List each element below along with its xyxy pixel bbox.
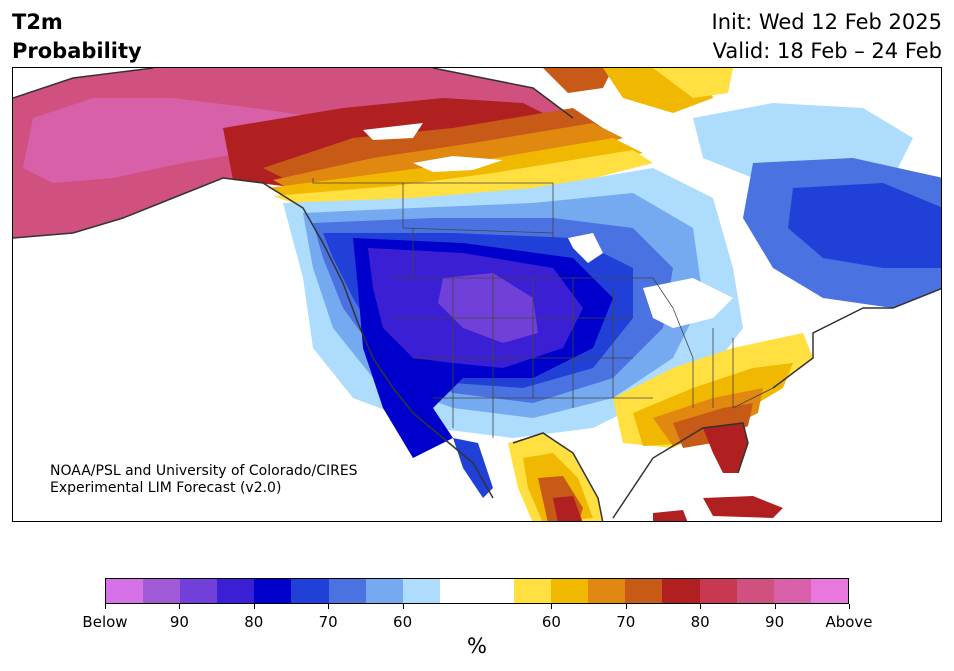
great-bear-lake: [413, 156, 503, 172]
colorbar-bin: [402, 579, 440, 603]
colorbar-bin: [143, 579, 181, 603]
cuba-red: [703, 496, 783, 518]
colorbar-tick-mark: [253, 604, 255, 609]
southeast-orange: [673, 403, 753, 448]
greenland-yellow-blob: [653, 68, 733, 98]
colorbar-tick-label: 90: [169, 613, 189, 631]
colorbar-bin: [106, 579, 144, 603]
colorbar-bin: [180, 579, 218, 603]
mexico-red: [553, 496, 583, 521]
colorbar-tick-label: 70: [318, 613, 338, 631]
colorbar-bin: [365, 579, 403, 603]
labrador-deep-blue: [788, 183, 941, 268]
date-block: Init: Wed 12 Feb 2025 Valid: 18 Feb – 24…: [712, 8, 942, 66]
colorbar-bin: [217, 579, 255, 603]
colorbar-bin: [625, 579, 663, 603]
arctic-orange-blob: [543, 68, 613, 93]
map-canvas: [13, 68, 941, 521]
credit-line-2: Experimental LIM Forecast (v2.0): [50, 480, 282, 496]
great-lakes: [643, 278, 733, 328]
colorbar-bin: [736, 579, 774, 603]
colorbar-bin: [514, 579, 552, 603]
lake-winnipeg: [568, 233, 603, 263]
colorbar-tick-label: 60: [541, 613, 561, 631]
title-type: Probability: [12, 39, 142, 63]
baja-blue: [453, 438, 493, 498]
colorbar-bin: [254, 579, 292, 603]
credit-line-1: NOAA/PSL and University of Colorado/CIRE…: [50, 463, 358, 479]
colorbar-bin: [439, 579, 477, 603]
colorbar-bin: [662, 579, 700, 603]
hispaniola-red: [653, 510, 688, 521]
colorbar-tick-mark: [849, 604, 850, 609]
title-variable: T2m: [12, 10, 63, 34]
colorbar-bin: [551, 579, 589, 603]
florida-red: [703, 423, 748, 473]
colorbar-tick-label: Below: [82, 613, 128, 631]
init-date: Init: Wed 12 Feb 2025: [711, 10, 942, 34]
canada-lightyellow-band: [273, 150, 653, 210]
colorbar-legend: [105, 578, 849, 604]
title-block: T2m Probability: [12, 8, 142, 66]
colorbar-tick-mark: [774, 604, 776, 609]
colorbar-bin: [328, 579, 366, 603]
colorbar-tick-label: 70: [616, 613, 636, 631]
colorbar-tick-mark: [402, 604, 404, 609]
great-slave-lake: [363, 123, 423, 140]
colorbar-bin: [588, 579, 626, 603]
colorbar-tick-label: 80: [690, 613, 710, 631]
colorbar-tick-label: Above: [825, 613, 873, 631]
colorbar-tick-mark: [105, 604, 106, 609]
colorbar-tick-mark: [551, 604, 553, 609]
colorbar-bin: [773, 579, 811, 603]
colorbar-tick-mark: [700, 604, 702, 609]
colorbar-bin: [810, 579, 848, 603]
colorbar-bin: [476, 579, 515, 603]
colorbar-tick-mark: [328, 604, 330, 609]
colorbar-tick-label: 90: [765, 613, 785, 631]
colorbar-bin: [291, 579, 329, 603]
colorbar-tick-label: 60: [393, 613, 413, 631]
coastline: [13, 68, 941, 521]
colorbar-tick-mark: [625, 604, 627, 609]
valid-period: Valid: 18 Feb – 24 Feb: [712, 39, 942, 63]
alaska-high-zone: [23, 98, 323, 183]
colorbar-tick-mark: [179, 604, 181, 609]
colorbar-unit: %: [467, 634, 487, 658]
colorbar-bin: [699, 579, 737, 603]
forecast-map: NOAA/PSL and University of Colorado/CIRE…: [12, 67, 942, 522]
rockies-purple: [438, 273, 538, 343]
colorbar-tick-label: 80: [244, 613, 264, 631]
state-borders: [312, 178, 774, 438]
map-credit: NOAA/PSL and University of Colorado/CIRE…: [50, 463, 358, 497]
